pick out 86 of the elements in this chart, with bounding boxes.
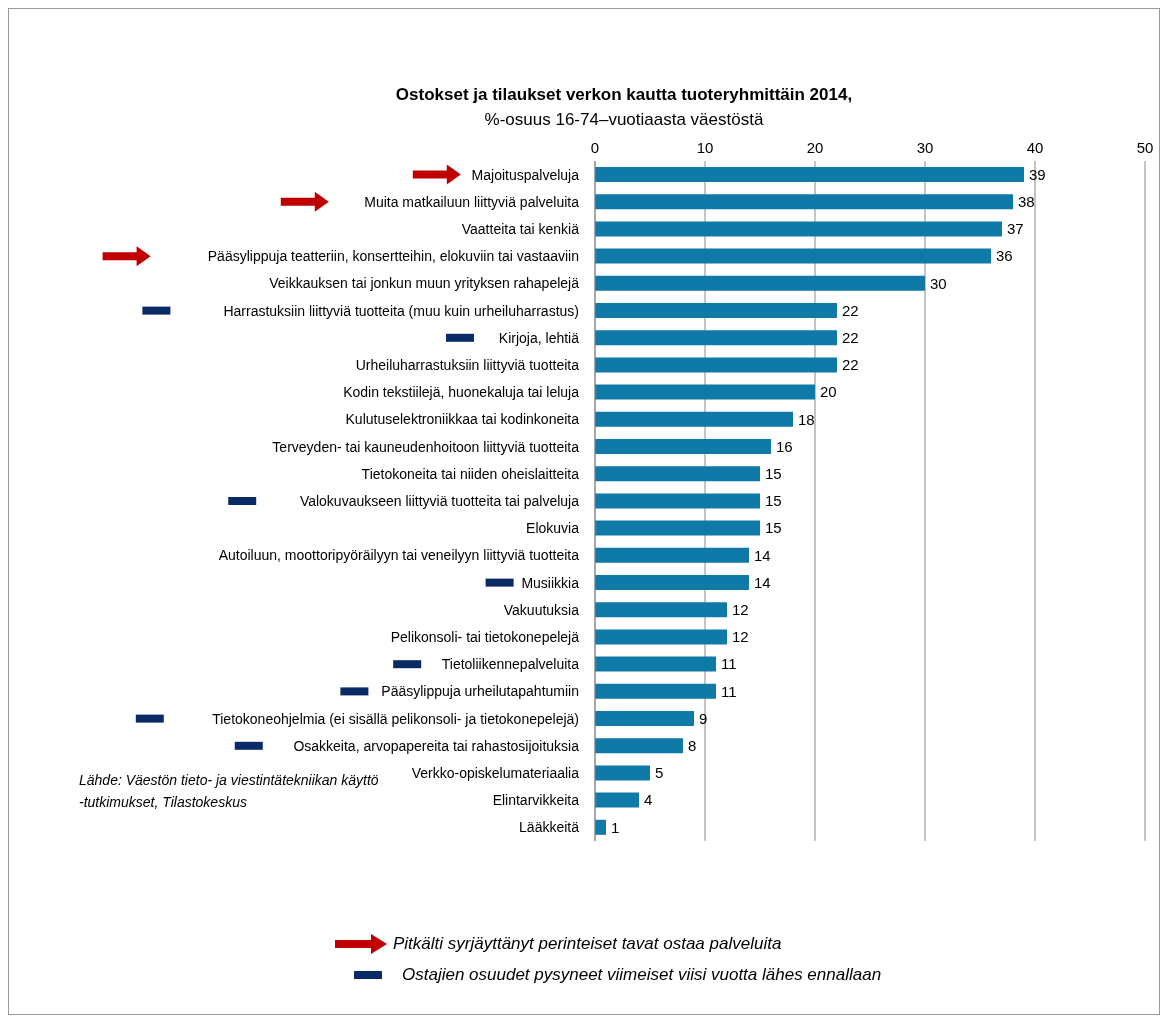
- y-tick-label: Pelikonsoli- tai tietokonepelejä: [390, 629, 580, 645]
- chart-title: Ostokset ja tilaukset verkon kautta tuoteryhmittäin 2014,: [394, 85, 854, 105]
- data-label: 15: [765, 492, 782, 510]
- x-tick-label: 20: [806, 139, 824, 156]
- bar: [595, 221, 1002, 237]
- y-tick-label: Terveyden- tai kauneudenhoitoon liittyviä tuotteita: [272, 438, 580, 455]
- bar: [595, 765, 650, 781]
- data-label: 22: [842, 356, 859, 374]
- data-label: 8: [688, 737, 697, 755]
- y-tick-label: Majoituspalveluja: [471, 166, 580, 183]
- data-label: 14: [754, 546, 771, 564]
- y-tick-label: Vakuutuksia: [503, 601, 580, 618]
- data-label: 1: [611, 818, 620, 836]
- bar: [595, 710, 694, 726]
- data-label: 15: [765, 519, 782, 537]
- chart-subtitle: %-osuus 16-74–vuotiaasta väestöstä: [483, 110, 765, 130]
- y-tick-label: Lääkkeitä: [519, 819, 580, 836]
- data-label: 37: [1007, 220, 1024, 238]
- data-label: 20: [820, 383, 837, 401]
- y-tick-label: Veikkauksen tai jonkun muun yrityksen rahapelejä: [269, 275, 580, 292]
- bar: [595, 384, 815, 400]
- bar: [595, 357, 837, 373]
- bar: [595, 819, 606, 835]
- x-tick-label: 30: [916, 139, 934, 156]
- x-tick-label: 10: [696, 139, 714, 156]
- bar: [595, 520, 760, 536]
- data-label: 22: [842, 329, 859, 347]
- y-tick-label: Pääsylippuja teatteriin, konsertteihin, elokuviin tai vastaaviin: [207, 248, 579, 265]
- y-tick-label: Tietoliikennepalveluita: [441, 656, 580, 673]
- bar: [595, 466, 760, 482]
- bar: [595, 493, 760, 509]
- bar: [595, 574, 749, 590]
- bar: [595, 302, 837, 318]
- bar: [595, 275, 925, 291]
- text: Pitkälti syrjäyttänyt perinteiset tavat ostaa palveluita: [393, 934, 782, 954]
- data-label: 14: [754, 573, 771, 591]
- bar: [595, 602, 727, 618]
- data-label: 18: [798, 410, 815, 428]
- y-tick-label: Verkko-opiskelumateriaalia: [411, 765, 580, 781]
- data-label: 4: [644, 791, 653, 809]
- x-tick-label: 50: [1136, 139, 1154, 156]
- y-tick-label: Tietokoneita tai niiden oheislaitteita: [361, 465, 580, 482]
- text: Lähde: Väestön tieto- ja viestintätekniikan käyttö -tutkimukset, Tilastokeskus: [79, 771, 379, 812]
- data-label: 30: [930, 274, 947, 292]
- y-tick-label: Kulutuselektroniikkaa tai kodinkoneita: [345, 411, 580, 428]
- data-label: 16: [776, 437, 793, 455]
- y-tick-label: Osakkeita, arvopapereita tai rahastosijoituksia: [293, 737, 580, 754]
- y-tick-label: Autoiluun, moottoripyöräilyyn tai veneilyyn liittyviä tuotteita: [218, 547, 580, 564]
- y-tick-label: Harrastuksiin liittyviä tuotteita (muu kuin urheiluharrastus): [223, 302, 579, 319]
- y-tick-label: Elintarvikkeita: [492, 792, 580, 809]
- x-tick-label: 0: [590, 139, 600, 156]
- y-tick-label: Elokuvia: [526, 520, 580, 537]
- data-label: 15: [765, 465, 782, 483]
- bar: [595, 248, 991, 264]
- y-tick-label: Kodin tekstiilejä, huonekaluja tai leluja: [343, 384, 580, 401]
- data-label: 11: [721, 682, 737, 700]
- data-label: 11: [721, 655, 737, 673]
- y-tick-label: Tietokoneohjelmia (ei sisällä pelikonsoli- ja tietokonepelejä): [212, 710, 579, 727]
- data-label: 12: [732, 628, 749, 646]
- bar: [595, 438, 771, 454]
- y-tick-label: Vaatteita tai kenkiä: [461, 221, 580, 237]
- bar: [595, 792, 639, 808]
- bar: [595, 738, 683, 754]
- bar: [595, 166, 1024, 182]
- data-label: 39: [1029, 165, 1046, 183]
- y-tick-label: Muita matkailuun liittyviä palveluita: [364, 193, 580, 210]
- y-tick-label: Urheiluharrastuksiin liittyviä tuotteita: [355, 357, 580, 373]
- y-tick-label: Pääsylippuja urheilutapahtumiin: [381, 683, 579, 700]
- bar: [595, 547, 749, 563]
- x-tick-label: 40: [1026, 139, 1044, 156]
- y-tick-label: Musiikkia: [521, 574, 580, 591]
- data-label: 22: [842, 301, 859, 319]
- text: Ostajien osuudet pysyneet viimeiset viisi vuotta lähes ennallaan: [402, 965, 882, 985]
- bar: [595, 629, 727, 645]
- bar: [595, 330, 837, 346]
- data-label: 9: [699, 709, 708, 727]
- data-label: 12: [732, 601, 749, 619]
- data-label: 38: [1018, 193, 1035, 211]
- bar: [595, 194, 1013, 210]
- bar: [595, 683, 716, 699]
- data-label: 5: [655, 764, 664, 782]
- bar: [595, 411, 793, 427]
- y-tick-label: Valokuvaukseen liittyviä tuotteita tai palveluja: [299, 493, 580, 509]
- bar: [595, 656, 716, 672]
- y-tick-label: Kirjoja, lehtiä: [498, 329, 580, 346]
- data-label: 36: [996, 247, 1013, 265]
